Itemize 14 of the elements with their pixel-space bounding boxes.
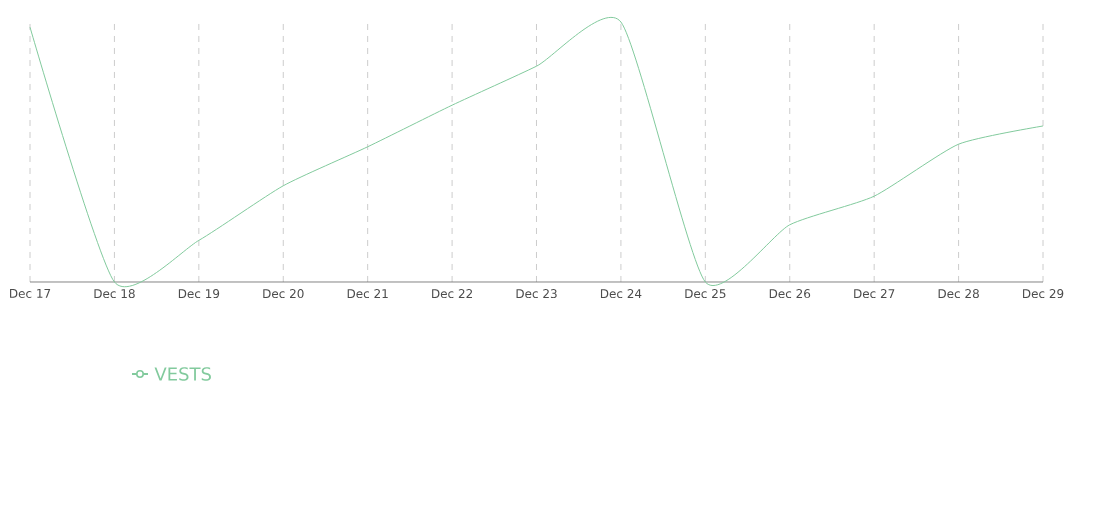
x-tick-label: Dec 17 <box>10 289 51 298</box>
x-tick-label: Dec 18 <box>94 289 135 299</box>
x-tick-label: Dec 26 <box>769 289 811 299</box>
legend-label: VESTS <box>154 367 211 381</box>
x-tick-label: Dec 25 <box>685 289 726 299</box>
x-tick-label: Dec 24 <box>600 289 642 299</box>
x-tick-label: Dec 19 <box>178 289 220 299</box>
x-tick-label: Dec 20 <box>263 289 304 299</box>
x-tick-label: Dec 21 <box>347 289 388 299</box>
x-tick-label: Dec 29 <box>1023 289 1064 299</box>
x-tick-label: Dec 22 <box>432 289 473 299</box>
x-tick-label: Dec 23 <box>516 289 557 299</box>
x-tick-label: Dec 28 <box>938 289 979 299</box>
x-tick-label: Dec 27 <box>854 289 895 299</box>
